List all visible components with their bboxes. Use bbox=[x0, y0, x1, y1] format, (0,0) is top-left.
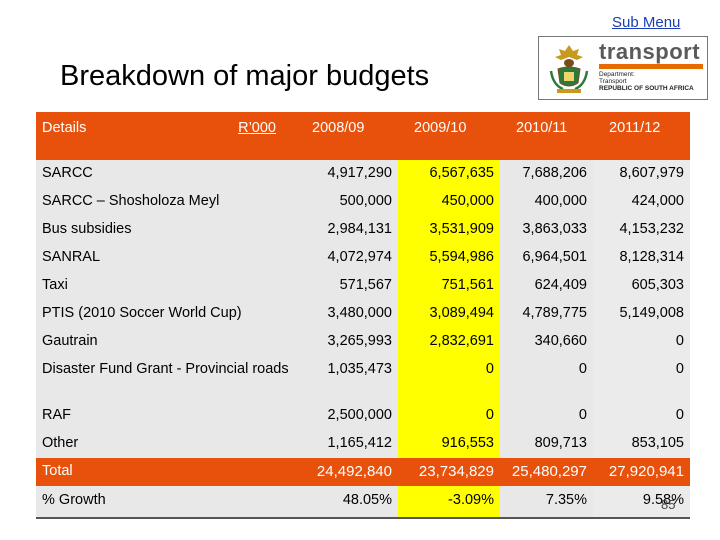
row-label: Taxi bbox=[36, 272, 296, 300]
row-value: 571,567 bbox=[296, 272, 398, 300]
row-value: 0 bbox=[593, 402, 690, 430]
table-row: Other 1,165,412 916,553 809,713 853,105 bbox=[36, 430, 690, 458]
row-label: Gautrain bbox=[36, 328, 296, 356]
growth-value: 48.05% bbox=[296, 486, 398, 519]
row-value: 8,128,314 bbox=[593, 244, 690, 272]
header-year: 2011/12 bbox=[593, 112, 690, 160]
row-label: PTIS (2010 Soccer World Cup) bbox=[36, 300, 296, 328]
row-value: 0 bbox=[500, 402, 593, 430]
table-row: Gautrain 3,265,993 2,832,691 340,660 0 bbox=[36, 328, 690, 356]
row-value: 0 bbox=[593, 328, 690, 356]
growth-row: % Growth 48.05% -3.09% 7.35% 9.58% bbox=[36, 486, 690, 519]
row-value: 3,863,033 bbox=[500, 216, 593, 244]
row-value: 0 bbox=[500, 356, 593, 402]
row-value: 0 bbox=[593, 356, 690, 402]
header-year: 2009/10 bbox=[398, 112, 500, 160]
row-value: 3,089,494 bbox=[398, 300, 500, 328]
row-value: 0 bbox=[398, 402, 500, 430]
row-value: 4,072,974 bbox=[296, 244, 398, 272]
page-number: 85 bbox=[661, 497, 676, 512]
row-value: 1,165,412 bbox=[296, 430, 398, 458]
row-value: 3,480,000 bbox=[296, 300, 398, 328]
row-value: 809,713 bbox=[500, 430, 593, 458]
row-value: 853,105 bbox=[593, 430, 690, 458]
row-value: 916,553 bbox=[398, 430, 500, 458]
row-label: Bus subsidies bbox=[36, 216, 296, 244]
coat-of-arms-icon bbox=[549, 45, 589, 93]
row-label: Disaster Fund Grant - Provincial roads bbox=[36, 356, 296, 402]
total-value: 24,492,840 bbox=[296, 458, 398, 486]
row-value: 4,917,290 bbox=[296, 160, 398, 188]
table-row: SARCC – Shosholoza Meyl 500,000 450,000 400… bbox=[36, 188, 690, 216]
table-row: Disaster Fund Grant - Provincial roads 1,… bbox=[36, 356, 690, 402]
row-value: 751,561 bbox=[398, 272, 500, 300]
growth-value: -3.09% bbox=[398, 486, 500, 519]
header-year: 2010/11 bbox=[500, 112, 593, 160]
row-value: 340,660 bbox=[500, 328, 593, 356]
header-unit: R’000 bbox=[238, 120, 276, 136]
row-value: 500,000 bbox=[296, 188, 398, 216]
logo-accent-bar bbox=[599, 64, 703, 69]
logo-department: Department: Transport REPUBLIC OF SOUTH … bbox=[599, 71, 694, 92]
row-value: 1,035,473 bbox=[296, 356, 398, 402]
growth-value: 9.58% bbox=[593, 486, 690, 519]
row-value: 3,531,909 bbox=[398, 216, 500, 244]
row-label: SARCC bbox=[36, 160, 296, 188]
growth-value: 7.35% bbox=[500, 486, 593, 519]
row-label: SARCC – Shosholoza Meyl bbox=[36, 188, 296, 216]
transport-logo: transport Department: Transport REPUBLIC… bbox=[538, 36, 708, 100]
total-value: 25,480,297 bbox=[500, 458, 593, 486]
row-value: 2,500,000 bbox=[296, 402, 398, 430]
total-label: Total bbox=[36, 458, 296, 486]
growth-label: % Growth bbox=[36, 486, 296, 519]
row-value: 605,303 bbox=[593, 272, 690, 300]
total-value: 23,734,829 bbox=[398, 458, 500, 486]
row-value: 400,000 bbox=[500, 188, 593, 216]
table-row: SANRAL 4,072,974 5,594,986 6,964,501 8,128,3… bbox=[36, 244, 690, 272]
row-value: 5,149,008 bbox=[593, 300, 690, 328]
row-label: Other bbox=[36, 430, 296, 458]
table-row: Bus subsidies 2,984,131 3,531,909 3,863,033… bbox=[36, 216, 690, 244]
logo-wordmark: transport bbox=[599, 39, 701, 64]
row-value: 450,000 bbox=[398, 188, 500, 216]
table-row: SARCC 4,917,290 6,567,635 7,688,206 8,607,97… bbox=[36, 160, 690, 188]
row-value: 4,153,232 bbox=[593, 216, 690, 244]
header-year: 2008/09 bbox=[296, 112, 398, 160]
row-value: 6,567,635 bbox=[398, 160, 500, 188]
page-title: Breakdown of major budgets bbox=[60, 60, 430, 92]
row-label: SANRAL bbox=[36, 244, 296, 272]
table-row: PTIS (2010 Soccer World Cup) 3,480,000 3,0… bbox=[36, 300, 690, 328]
row-value: 4,789,775 bbox=[500, 300, 593, 328]
sub-menu-link[interactable]: Sub Menu bbox=[612, 14, 681, 31]
row-value: 0 bbox=[398, 356, 500, 402]
budget-table: Details R’000 2008/09 2009/10 2010/11 20… bbox=[36, 112, 690, 519]
row-value: 8,607,979 bbox=[593, 160, 690, 188]
row-value: 6,964,501 bbox=[500, 244, 593, 272]
row-value: 7,688,206 bbox=[500, 160, 593, 188]
table-header-row: Details R’000 2008/09 2009/10 2010/11 20… bbox=[36, 112, 690, 160]
row-value: 5,594,986 bbox=[398, 244, 500, 272]
row-value: 3,265,993 bbox=[296, 328, 398, 356]
total-value: 27,920,941 bbox=[593, 458, 690, 486]
header-details: Details R’000 bbox=[36, 112, 296, 160]
table-row: Taxi 571,567 751,561 624,409 605,303 bbox=[36, 272, 690, 300]
total-row: Total 24,492,840 23,734,829 25,480,297 27,92… bbox=[36, 458, 690, 486]
row-value: 624,409 bbox=[500, 272, 593, 300]
row-label: RAF bbox=[36, 402, 296, 430]
table-row: RAF 2,500,000 0 0 0 bbox=[36, 402, 690, 430]
row-value: 424,000 bbox=[593, 188, 690, 216]
row-value: 2,832,691 bbox=[398, 328, 500, 356]
row-value: 2,984,131 bbox=[296, 216, 398, 244]
